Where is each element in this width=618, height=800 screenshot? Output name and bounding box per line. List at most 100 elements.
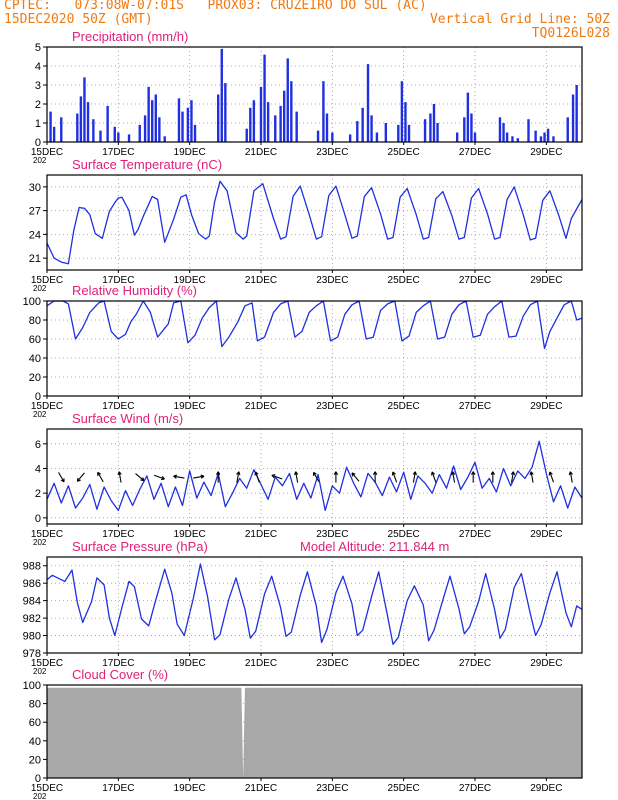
x-tick-label: 21DEC bbox=[245, 275, 277, 286]
x-tick-label: 27DEC bbox=[459, 658, 491, 669]
precip-bar bbox=[322, 81, 325, 142]
precip-bar bbox=[113, 126, 116, 142]
wind-arrow bbox=[529, 471, 534, 483]
precip-bar bbox=[186, 107, 190, 142]
x-tick-label: 15DEC bbox=[31, 401, 63, 412]
x-tick-label: 25DEC bbox=[388, 783, 420, 794]
y-tick-label: 80 bbox=[29, 315, 41, 327]
wind-arrow bbox=[431, 471, 437, 483]
precip-bar bbox=[263, 54, 266, 142]
wind-arrow-shaft bbox=[173, 475, 185, 479]
x-tick-label: 15DEC bbox=[31, 783, 63, 794]
x-tick-label: 15DEC bbox=[31, 275, 63, 286]
precip-bar bbox=[407, 124, 411, 142]
precip-bar bbox=[505, 132, 509, 142]
x-tick-label: 25DEC bbox=[388, 529, 420, 540]
wind-arrow bbox=[451, 471, 456, 483]
panel-temp: 21 24 27 30 15DEC 17DEC 19DEC 21DEC 23DEC 25DEC 27… bbox=[29, 157, 583, 293]
precip-bar bbox=[348, 134, 352, 142]
x-tick-label: 15DEC bbox=[31, 529, 63, 540]
wind-arrow bbox=[294, 471, 299, 483]
wind-arrow-shaft bbox=[97, 472, 104, 483]
wind-arrow bbox=[333, 471, 339, 483]
x-tick-label: 21DEC bbox=[245, 783, 277, 794]
y-tick-label: 5 bbox=[35, 42, 41, 54]
x-tick-label: 25DEC bbox=[388, 658, 420, 669]
panel-frame bbox=[46, 300, 583, 397]
wind-arrow-head bbox=[254, 471, 257, 476]
x-tick-label: 29DEC bbox=[530, 401, 562, 412]
station-header: CPTEC: 073:08W-07:01S PROX03: CRUZEIRO D… bbox=[4, 0, 427, 13]
wind-arrow bbox=[236, 471, 241, 483]
x-tick-label: 21DEC bbox=[245, 147, 277, 158]
model-altitude-label: Model Altitude: 211.844 m bbox=[300, 539, 449, 554]
precip-bar bbox=[543, 132, 546, 142]
precip-bar bbox=[217, 94, 220, 142]
wind-arrow-head bbox=[117, 471, 120, 476]
wind-arrow-head bbox=[294, 471, 297, 476]
precip-bar bbox=[511, 136, 514, 142]
wind-arrow-shaft bbox=[236, 471, 240, 483]
x-tick-label: 27DEC bbox=[459, 147, 491, 158]
panel-title: Cloud Cover (%) bbox=[72, 667, 168, 682]
chart-header: CPTEC: 073:08W-07:01S PROX03: CRUZEIRO D… bbox=[0, 0, 618, 50]
wind-arrow-head bbox=[351, 472, 354, 477]
year-stub: 202 bbox=[33, 284, 47, 293]
wind-arrow-head bbox=[372, 471, 376, 475]
precip-bar bbox=[534, 130, 537, 142]
precip-bar bbox=[259, 86, 263, 142]
x-tick-label: 29DEC bbox=[530, 783, 562, 794]
precip-bar bbox=[92, 119, 95, 142]
wind-arrow bbox=[173, 474, 185, 479]
x-tick-label: 17DEC bbox=[102, 401, 134, 412]
wind-arrow-shaft bbox=[392, 471, 398, 483]
precip-bar bbox=[429, 113, 432, 142]
precip-bar bbox=[83, 77, 86, 142]
x-tick-label: 23DEC bbox=[316, 275, 348, 286]
wind-arrow bbox=[193, 474, 205, 479]
wind-arrow-head bbox=[77, 479, 81, 482]
x-tick-label: 19DEC bbox=[174, 401, 206, 412]
year-stub: 202 bbox=[33, 667, 47, 676]
precip-bar bbox=[290, 81, 293, 142]
y-tick-label: 0 bbox=[35, 513, 41, 525]
wind-arrow-head bbox=[173, 475, 177, 479]
series-line-rh bbox=[46, 300, 583, 350]
precip-bar bbox=[138, 124, 141, 142]
wind-arrow-shaft bbox=[118, 471, 122, 483]
precip-bar bbox=[252, 100, 256, 142]
x-tick-label: 19DEC bbox=[174, 658, 206, 669]
wind-arrow bbox=[490, 471, 495, 483]
precip-bar bbox=[498, 117, 502, 142]
y-tick-label: 6 bbox=[35, 439, 41, 451]
x-tick-label: 19DEC bbox=[174, 783, 206, 794]
x-tick-label: 29DEC bbox=[530, 658, 562, 669]
series-line-wind bbox=[46, 440, 583, 512]
wind-arrow-head bbox=[548, 471, 551, 476]
wind-arrow bbox=[271, 474, 283, 480]
model-id: TQ0126L028 bbox=[531, 26, 610, 41]
wind-arrow bbox=[412, 471, 417, 483]
precip-bar bbox=[106, 105, 109, 142]
wind-arrow-shaft bbox=[271, 474, 283, 480]
y-tick-label: 986 bbox=[23, 578, 41, 590]
x-tick-label: 21DEC bbox=[245, 658, 277, 669]
panel-frame bbox=[46, 174, 583, 271]
x-tick-label: 19DEC bbox=[174, 275, 206, 286]
precip-bar bbox=[552, 136, 555, 142]
x-tick-label: 17DEC bbox=[102, 529, 134, 540]
y-tick-label: 27 bbox=[29, 206, 41, 218]
x-tick-label: 21DEC bbox=[245, 529, 277, 540]
x-tick-label: 17DEC bbox=[102, 658, 134, 669]
panel-pres: 978 980 982 984 986 988 15DEC 17DEC 19DEC 21DEC 23… bbox=[23, 539, 583, 676]
wind-arrow bbox=[568, 471, 573, 483]
precip-bar bbox=[220, 48, 223, 142]
precip-bar bbox=[286, 58, 289, 142]
year-stub: 202 bbox=[33, 538, 47, 547]
precip-bar bbox=[470, 113, 473, 142]
wind-arrow bbox=[97, 471, 104, 483]
y-tick-label: 21 bbox=[29, 253, 41, 265]
precip-bar bbox=[423, 119, 427, 142]
y-tick-label: 3 bbox=[35, 80, 41, 92]
precip-bar bbox=[154, 94, 157, 142]
